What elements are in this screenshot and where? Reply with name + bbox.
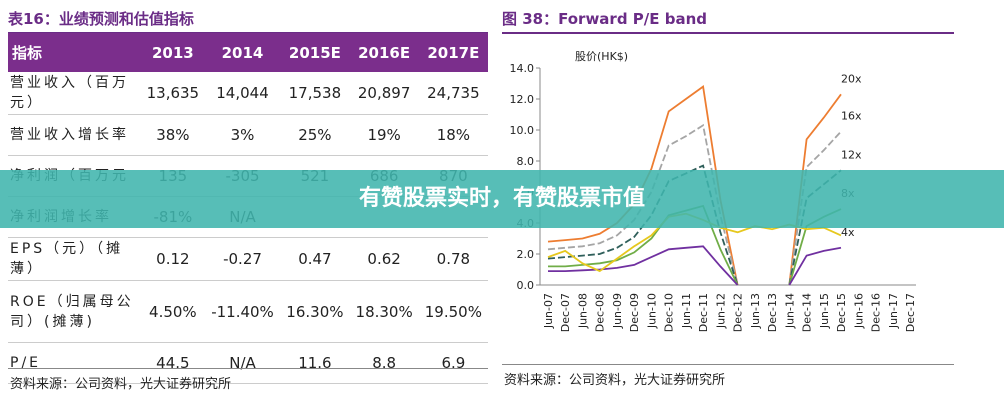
x-tick-label: Dec-11 bbox=[697, 293, 710, 332]
x-tick-label: Dec-07 bbox=[559, 293, 572, 332]
banner: 有赞股票实时，有赞股票市值 bbox=[0, 170, 1004, 228]
row: ROE（归属母公司）(摊薄) 4.50% -11.40% 16.30% 18.30% 19… bbox=[8, 280, 488, 343]
header-cell: 2016E bbox=[349, 33, 419, 72]
rule bbox=[8, 368, 488, 369]
series-label: 12x bbox=[841, 148, 862, 161]
x-tick-label: Dec-08 bbox=[594, 293, 607, 332]
cell: 18.30% bbox=[349, 280, 419, 343]
header-cell: 指标 bbox=[8, 33, 141, 72]
cell: EPS（元）（摊薄） bbox=[8, 237, 141, 281]
cell: 24,735 bbox=[418, 72, 488, 115]
chart-title: 图 38：Forward P/E band bbox=[502, 10, 707, 28]
cell: 20,897 bbox=[349, 72, 419, 115]
cell: 18% bbox=[418, 114, 488, 156]
x-tick-label: Dec-13 bbox=[766, 293, 779, 332]
x-tick-label: Dec-12 bbox=[732, 293, 745, 332]
x-tick-label: Jun-13 bbox=[749, 293, 762, 329]
x-tick-label: Dec-14 bbox=[801, 293, 814, 332]
header-cell: 2015E bbox=[280, 33, 350, 72]
series-label: 20x bbox=[841, 72, 862, 85]
x-tick-label: Jun-09 bbox=[611, 293, 624, 329]
row: 营业收入增长率 38% 3% 25% 19% 18% bbox=[8, 114, 488, 156]
cell: 8.8 bbox=[349, 342, 419, 384]
cell: 营业收入增长率 bbox=[8, 114, 141, 156]
rule bbox=[502, 364, 954, 365]
x-tick-label: Dec-16 bbox=[870, 293, 883, 332]
cell: -11.40% bbox=[204, 280, 281, 343]
x-tick-label: Jun-08 bbox=[576, 293, 589, 329]
cell: 13,635 bbox=[141, 72, 205, 115]
cell: 营业收入（百万元） bbox=[8, 72, 141, 115]
y-tick-label: 0.0 bbox=[517, 279, 535, 292]
row: P/E 44.5 N/A 11.6 8.8 6.9 bbox=[8, 342, 488, 384]
cell: 44.5 bbox=[141, 342, 205, 384]
y-axis-label: 股价(HK$) bbox=[575, 50, 628, 63]
cell: 3% bbox=[204, 114, 281, 156]
x-tick-label: Dec-17 bbox=[904, 293, 917, 332]
header-cell: 2014 bbox=[204, 33, 281, 72]
cell: 19.50% bbox=[418, 280, 488, 343]
cell: -0.27 bbox=[204, 237, 281, 281]
cell: 19% bbox=[349, 114, 419, 156]
x-tick-label: Jun-16 bbox=[852, 293, 865, 329]
x-tick-label: Jun-11 bbox=[680, 293, 693, 329]
series-label: 16x bbox=[841, 110, 862, 123]
cell: N/A bbox=[204, 342, 281, 384]
header-row: 指标 2013 2014 2015E 2016E 2017E bbox=[8, 33, 488, 72]
x-tick-label: Jun-07 bbox=[542, 293, 555, 329]
row: 营业收入（百万元） 13,635 14,044 17,538 20,897 24,735 bbox=[8, 72, 488, 115]
row: EPS（元）（摊薄） 0.12 -0.27 0.47 0.62 0.78 bbox=[8, 237, 488, 281]
chart-source: 资料来源：公司资料，光大证券研究所 bbox=[504, 373, 726, 388]
series-line bbox=[548, 245, 842, 286]
cell: 16.30% bbox=[280, 280, 350, 343]
y-tick-label: 2.0 bbox=[517, 248, 535, 261]
x-tick-label: Jun-15 bbox=[818, 293, 831, 329]
x-tick-label: Jun-14 bbox=[783, 293, 796, 329]
cell: 0.78 bbox=[418, 237, 488, 281]
y-tick-label: 12.0 bbox=[510, 93, 535, 106]
cell: P/E bbox=[8, 342, 141, 384]
cell: ROE（归属母公司）(摊薄) bbox=[8, 280, 141, 343]
series-label: 4x bbox=[841, 226, 855, 239]
header-cell: 2017E bbox=[418, 33, 488, 72]
cell: 6.9 bbox=[418, 342, 488, 384]
cell: 0.62 bbox=[349, 237, 419, 281]
x-tick-label: Jun-12 bbox=[714, 293, 727, 329]
x-tick-label: Dec-15 bbox=[835, 293, 848, 332]
cell: 38% bbox=[141, 114, 205, 156]
table-title: 表16：业绩预测和估值指标 bbox=[8, 10, 194, 28]
y-tick-label: 8.0 bbox=[517, 155, 535, 168]
x-tick-label: Jun-17 bbox=[887, 293, 900, 329]
cell: 0.47 bbox=[280, 237, 350, 281]
cell: 17,538 bbox=[280, 72, 350, 115]
cell: 11.6 bbox=[280, 342, 350, 384]
x-tick-label: Jun-10 bbox=[645, 293, 658, 329]
y-tick-label: 14.0 bbox=[510, 62, 535, 75]
x-tick-label: Dec-10 bbox=[663, 293, 676, 332]
cell: 14,044 bbox=[204, 72, 281, 115]
y-tick-label: 10.0 bbox=[510, 124, 535, 137]
rule bbox=[502, 32, 954, 34]
cell: 4.50% bbox=[141, 280, 205, 343]
cell: 0.12 bbox=[141, 237, 205, 281]
cell: 25% bbox=[280, 114, 350, 156]
x-tick-label: Dec-09 bbox=[628, 293, 641, 332]
header-cell: 2013 bbox=[141, 33, 205, 72]
table-source: 资料来源：公司资料，光大证券研究所 bbox=[10, 377, 232, 392]
